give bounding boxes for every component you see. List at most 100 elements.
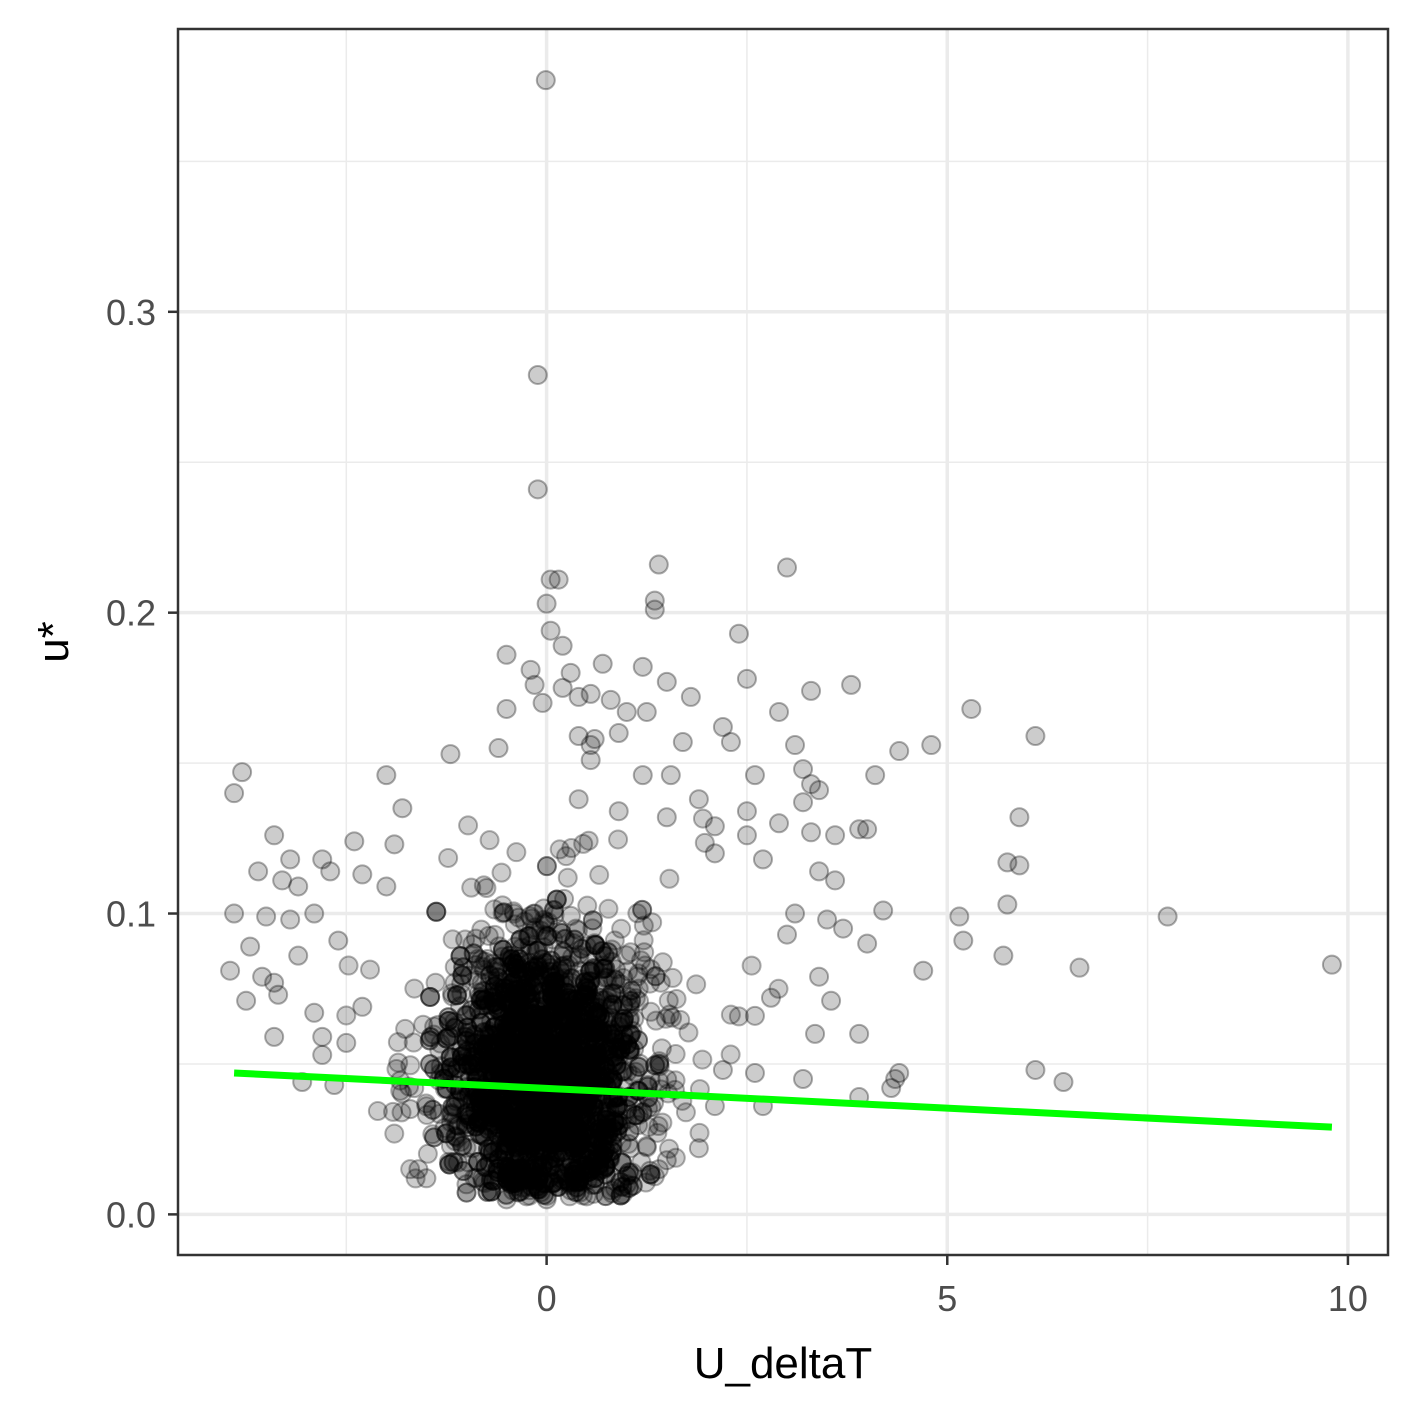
scatter-point xyxy=(426,901,447,922)
scatter-point xyxy=(606,1097,627,1118)
scatter-point xyxy=(504,1097,525,1118)
y-tick-label: 0.1 xyxy=(106,894,156,935)
scatter-point xyxy=(280,849,301,870)
scatter-point xyxy=(484,924,505,945)
scatter-point xyxy=(704,843,725,864)
scatter-point xyxy=(484,1049,505,1070)
scatter-point xyxy=(1025,1059,1046,1080)
scatter-point xyxy=(391,1102,412,1123)
scatter-point xyxy=(592,1144,613,1165)
scatter-point xyxy=(562,1109,583,1130)
scatter-point xyxy=(577,1170,598,1191)
scatter-point xyxy=(541,979,562,1000)
scatter-point xyxy=(544,1049,565,1070)
scatter-point xyxy=(522,1025,543,1046)
scatter-point xyxy=(565,1014,586,1035)
x-axis-title: U_deltaT xyxy=(694,1339,873,1388)
scatter-point xyxy=(576,1155,597,1176)
scatter-point xyxy=(692,808,713,829)
scatter-point xyxy=(486,961,507,982)
scatter-point xyxy=(560,1180,581,1201)
scatter-point xyxy=(509,949,530,970)
scatter-point xyxy=(531,1065,552,1086)
scatter-point xyxy=(583,1096,604,1117)
scatter-point xyxy=(556,1027,577,1048)
scatter-point xyxy=(506,1003,527,1024)
scatter-point xyxy=(578,830,599,851)
scatter-point xyxy=(584,1047,605,1068)
scatter-point xyxy=(601,1141,622,1162)
scatter-point xyxy=(489,1058,510,1079)
scatter-point xyxy=(523,1032,544,1053)
scatter-point xyxy=(617,1109,638,1130)
scatter-point xyxy=(344,831,365,852)
scatter-point xyxy=(692,1049,713,1070)
scatter-point xyxy=(502,1180,523,1201)
scatter-point xyxy=(555,1051,576,1072)
scatter-point xyxy=(580,971,601,992)
scatter-point xyxy=(469,1088,490,1109)
scatter-point xyxy=(505,1176,526,1197)
scatter-point xyxy=(563,1104,584,1125)
scatter-point xyxy=(592,990,613,1011)
scatter-point xyxy=(736,668,757,689)
scatter-point xyxy=(591,1136,612,1157)
scatter-point xyxy=(556,1041,577,1062)
scatter-point xyxy=(469,1109,490,1130)
scatter-point xyxy=(523,1161,544,1182)
scatter-point xyxy=(594,1124,615,1145)
scatter-point xyxy=(561,1035,582,1056)
scatter-point xyxy=(400,1099,421,1120)
scatter-point xyxy=(599,1006,620,1027)
scatter-point xyxy=(573,1046,594,1067)
scatter-point xyxy=(506,1030,527,1051)
scatter-point xyxy=(536,1123,557,1144)
scatter-point xyxy=(805,1023,826,1044)
scatter-point xyxy=(367,1101,388,1122)
scatter-point xyxy=(272,870,293,891)
scatter-point xyxy=(540,1110,561,1131)
scatter-point xyxy=(530,1049,551,1070)
x-tick-label: 5 xyxy=(937,1278,957,1319)
scatter-point xyxy=(509,987,530,1008)
scatter-point xyxy=(604,1029,625,1050)
scatter-point xyxy=(736,801,757,822)
scatter-point xyxy=(496,1189,517,1210)
scatter-point xyxy=(518,1024,539,1045)
scatter-point xyxy=(525,1104,546,1125)
scatter-point xyxy=(558,1031,579,1052)
scatter-point xyxy=(656,1150,677,1171)
scatter-point xyxy=(594,1029,615,1050)
scatter-point xyxy=(574,972,595,993)
scatter-point xyxy=(498,1052,519,1073)
scatter-point xyxy=(547,1143,568,1164)
scatter-point xyxy=(536,1185,557,1206)
scatter-point xyxy=(554,1062,575,1083)
scatter-point xyxy=(558,1120,579,1141)
scatter-point xyxy=(507,1129,528,1150)
scatter-point xyxy=(556,846,577,867)
scatter-point xyxy=(521,1169,542,1190)
scatter-point xyxy=(581,1117,602,1138)
scatter-point xyxy=(543,1048,564,1069)
scatter-point xyxy=(442,929,463,950)
scatter-point xyxy=(537,926,558,947)
scatter-point xyxy=(486,1107,507,1128)
scatter-point xyxy=(488,1148,509,1169)
scatter-point xyxy=(617,1061,638,1082)
scatter-point xyxy=(539,1101,560,1122)
scatter-point xyxy=(515,983,536,1004)
scatter-point xyxy=(618,961,639,982)
scatter-point xyxy=(455,1117,476,1138)
scatter-point xyxy=(555,1151,576,1172)
scatter-point xyxy=(571,1105,592,1126)
scatter-point xyxy=(527,364,548,385)
scatter-point xyxy=(447,1127,468,1148)
major-gridlines xyxy=(178,29,1388,1255)
scatter-point xyxy=(533,1020,554,1041)
scatter-point xyxy=(515,998,536,1019)
scatter-point xyxy=(577,1096,598,1117)
scatter-point xyxy=(953,930,974,951)
scatter-point xyxy=(568,686,589,707)
scatter-point xyxy=(539,1032,560,1053)
